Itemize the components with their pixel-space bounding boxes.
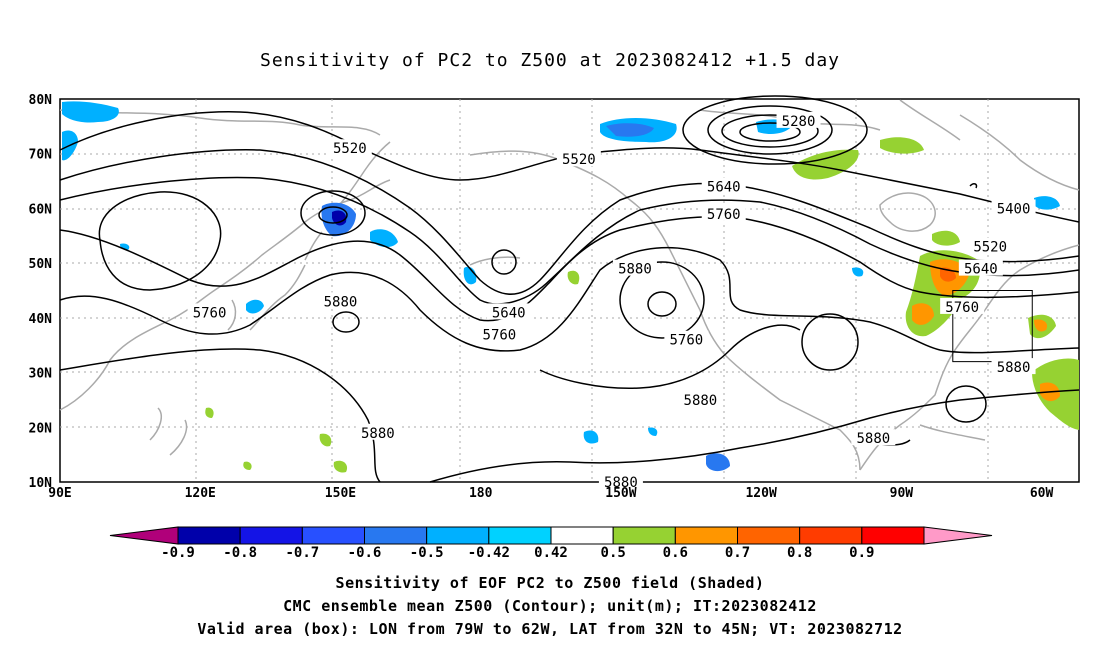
colorbar-label: 0.7 <box>725 545 750 561</box>
contour-label-bg <box>486 303 531 320</box>
latitude-label: 40N <box>29 312 53 327</box>
latitude-labels: 80N 70N 60N 50N 40N 30N 20N 10N <box>29 93 53 491</box>
colorbar-label: -0.5 <box>410 545 444 561</box>
colorbar-label: 0.9 <box>849 545 874 561</box>
longitude-label: 90E <box>48 486 71 501</box>
colorbar-swatch <box>488 526 552 545</box>
contour-label: 5640 <box>707 180 741 196</box>
colorbar-label: 0.8 <box>787 545 812 561</box>
contour-label: 5880 <box>684 393 718 409</box>
latitude-label: 50N <box>29 257 53 272</box>
colorbar-extend-high <box>923 526 993 545</box>
colorbar-swatch <box>364 526 428 545</box>
contour-label-bg <box>701 177 746 194</box>
longitude-label: 150E <box>325 486 356 501</box>
contour-label: 5760 <box>483 327 517 343</box>
contour-label-bg <box>556 150 601 167</box>
colorbar-swatch <box>737 526 801 545</box>
colorbar-label: -0.6 <box>348 545 382 561</box>
contour-label: 5880 <box>324 294 358 310</box>
colorbar-label: -0.8 <box>223 545 257 561</box>
longitude-label: 90W <box>890 486 914 501</box>
colorbar-swatch <box>177 526 241 545</box>
longitude-label: 150W <box>605 486 636 501</box>
colorbar-label: -0.9 <box>161 545 195 561</box>
contour-label: 5640 <box>492 305 526 321</box>
contour-label: 5520 <box>973 240 1007 256</box>
latitude-label: 60N <box>29 202 53 217</box>
contour-label: 5520 <box>562 152 596 168</box>
contour-label-bg <box>187 303 232 320</box>
contour-label: 5760 <box>193 305 227 321</box>
contour-label-bg <box>991 199 1036 216</box>
contour-label: 5760 <box>669 333 703 349</box>
longitude-labels: 90E 120E 150E 180 150W 120W 90W 60W <box>48 486 1053 501</box>
latitude-label: 10N <box>29 476 53 491</box>
contour-label: 5520 <box>333 141 367 157</box>
contour-label-bg <box>327 139 372 156</box>
footer-line-2: CMC ensemble mean Z500 (Contour); unit(m… <box>283 597 817 615</box>
contour-label-bg <box>598 473 643 489</box>
colorbar-label: -0.7 <box>285 545 319 561</box>
contour-label: 5880 <box>997 360 1031 376</box>
latitude-label: 20N <box>29 421 53 436</box>
footer-line-1: Sensitivity of EOF PC2 to Z500 field (Sh… <box>335 574 765 592</box>
contour-label-bg <box>776 111 821 128</box>
contour-label-bg <box>318 292 363 309</box>
colorbar <box>109 526 993 545</box>
coastlines <box>59 99 1080 471</box>
colorbar-swatch <box>799 526 863 545</box>
contour-label: 5280 <box>782 114 816 130</box>
contour-label: 5880 <box>604 475 638 491</box>
colorbar-swatch <box>550 526 614 545</box>
latitude-label: 30N <box>29 367 53 382</box>
colorbar-label: 0.42 <box>534 545 568 561</box>
contour-label: 5760 <box>707 207 741 223</box>
contour-label-bg <box>678 390 723 407</box>
colorbar-swatch <box>861 526 925 545</box>
colorbar-extend-low <box>109 526 179 545</box>
colorbar-swatch <box>426 526 490 545</box>
colorbar-swatch <box>612 526 676 545</box>
longitude-label: 120W <box>745 486 776 501</box>
contour-label-bg <box>991 358 1036 375</box>
contour-label-bg <box>851 429 896 446</box>
footer-line-3: Valid area (box): LON from 79W to 62W, L… <box>197 620 903 638</box>
contour-label-bg <box>664 330 709 347</box>
latitude-label: 70N <box>29 148 53 163</box>
colorbar-label: -0.42 <box>468 545 510 561</box>
colorbar-label: 0.6 <box>663 545 688 561</box>
contour-label-bg <box>701 204 746 221</box>
contour-label: 5880 <box>618 262 652 278</box>
contour-label-bg <box>968 237 1013 254</box>
contour-label: 5760 <box>945 300 979 316</box>
contour-label-bg <box>940 297 985 314</box>
contour-label-bg <box>612 259 657 276</box>
contour-label: 5640 <box>964 262 998 278</box>
colorbar-swatch <box>239 526 303 545</box>
contour-label-bg <box>958 259 1003 276</box>
contour-label: 5880 <box>361 426 395 442</box>
figure-title: Sensitivity of PC2 to Z500 at 2023082412… <box>259 50 840 71</box>
colorbar-swatch <box>301 526 366 545</box>
longitude-label: 120E <box>185 486 216 501</box>
contour-label-bg <box>355 423 400 440</box>
contour-label: 5880 <box>856 431 890 447</box>
longitude-label: 60W <box>1030 486 1054 501</box>
colorbar-labels: -0.9 -0.8 -0.7 -0.6 -0.5 -0.42 0.42 0.5 0.6 0.7 0.… <box>161 545 874 561</box>
colorbar-swatch <box>674 526 738 545</box>
colorbar-label: 0.5 <box>601 545 626 561</box>
contour-label-bg <box>477 325 522 342</box>
contour-labels: 5280 5520 5520 5640 5760 5400 5520 5640 5760 5880… <box>187 111 1036 491</box>
longitude-label: 180 <box>469 486 493 501</box>
contour-label: 5400 <box>997 201 1031 217</box>
latitude-label: 80N <box>29 93 53 108</box>
